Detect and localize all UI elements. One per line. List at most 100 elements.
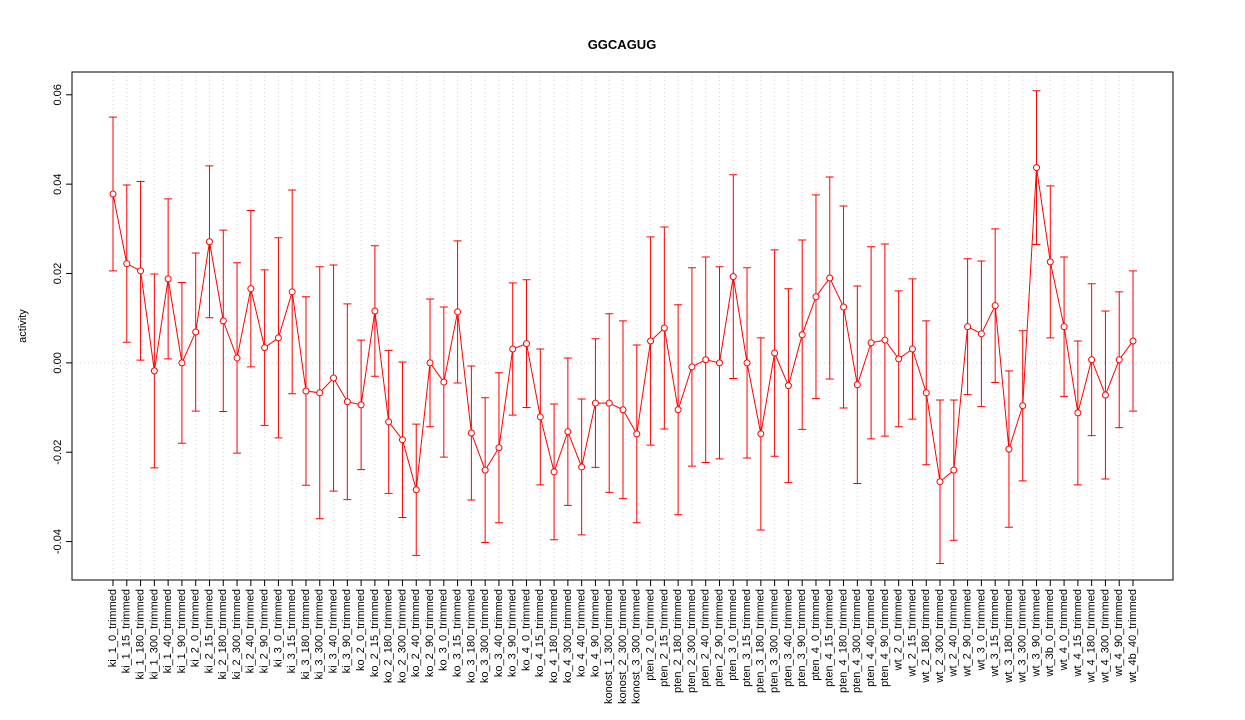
x-tick-label: konost_3_300_trimmed [631,589,643,704]
x-tick-label: wt_3_15_trimmed [989,589,1001,677]
data-point [164,275,172,283]
plot-frame [71,71,1174,581]
x-tick-label: ko_2_180_trimmed [383,589,395,683]
data-point [964,323,972,331]
x-tick-label: wt_4b_40_trimmed [1127,589,1139,684]
x-tick-label: ki_1_15_trimmed [121,589,133,673]
data-point [454,308,462,316]
chart-title: GGCAGUG [588,37,657,52]
data-point [150,367,158,375]
x-tick-label: pten_4_90_trimmed [879,589,891,687]
x-tick-label: wt_3_180_trimmed [1003,589,1015,684]
x-tick-label: wt_3_90_trimmed [1030,589,1042,677]
y-axis-label: activity [17,309,29,343]
x-tick-label: ko_4_0_trimmed [520,589,532,671]
data-point [991,302,999,310]
x-tick-label: wt_2_300_trimmed [934,589,946,684]
data-point [1074,409,1082,417]
data-point [771,349,779,357]
data-point [426,359,434,367]
data-point [1101,391,1109,399]
x-tick-label: wt_4_180_trimmed [1086,589,1098,684]
data-point [357,401,365,409]
x-tick-label: ko_3_0_trimmed [438,589,450,671]
data-point [950,466,958,474]
x-tick-label: ko_3_300_trimmed [479,589,491,683]
data-point [715,359,723,367]
data-point [274,334,282,342]
x-tick-label: ko_2_300_trimmed [396,589,408,683]
data-point [660,324,668,332]
x-tick-label: ki_1_40_trimmed [162,589,174,673]
x-tick-label: wt_4_0_trimmed [1058,589,1070,671]
x-tick-label: pten_3_300_trimmed [769,589,781,693]
data-point [619,406,627,414]
data-point [702,356,710,364]
data-point [440,378,448,386]
data-point [137,267,145,275]
x-tick-label: ki_2_0_trimmed [190,589,202,667]
data-point [1046,258,1054,266]
y-tick-label: 0.02 [52,263,64,284]
x-tick-label: ki_1_300_trimmed [148,589,160,680]
x-tick-label: wt_4_90_trimmed [1113,589,1125,677]
x-tick-label: ki_1_90_trimmed [176,589,188,673]
x-tick-label: ki_2_40_trimmed [245,589,257,673]
x-tick-label: ko_3_40_trimmed [493,589,505,677]
x-tick-label: konost_2_300_trimmed [617,589,629,704]
data-point [233,354,241,362]
data-point [1033,164,1041,172]
data-point [371,307,379,315]
x-tick-label: wt_3_0_trimmed [975,589,987,671]
x-tick-label: ki_3_40_trimmed [327,589,339,673]
x-tick-label: ko_3_180_trimmed [465,589,477,683]
data-point [467,429,475,437]
y-tick-label: -0.04 [52,529,64,554]
x-tick-label: pten_2_300_trimmed [686,589,698,693]
x-tick-label: ko_2_0_trimmed [355,589,367,671]
data-point [302,387,310,395]
x-tick-label: pten_2_15_trimmed [658,589,670,687]
y-tick-label: -0.02 [52,440,64,465]
data-point [481,466,489,474]
data-point [977,330,985,338]
x-tick-label: ki_3_300_trimmed [314,589,326,680]
data-point [826,274,834,282]
data-point [798,331,806,339]
x-tick-label: wt_2_0_trimmed [893,589,905,671]
data-point [564,428,572,436]
x-tick-label: ko_3_15_trimmed [452,589,464,677]
x-tick-label: pten_4_300_trimmed [851,589,863,693]
data-point [647,337,655,345]
x-tick-label: ko_2_90_trimmed [424,589,436,677]
x-tick-label: wt_2_90_trimmed [962,589,974,677]
data-point [840,303,848,311]
x-tick-label: ki_3_15_trimmed [286,589,298,673]
data-point [1005,445,1013,453]
x-tick-label: ko_2_15_trimmed [369,589,381,677]
data-point [1060,323,1068,331]
x-tick-label: ko_4_40_trimmed [576,589,588,677]
data-point [674,406,682,414]
data-point [343,398,351,406]
x-tick-label: konost_1_300_trimmed [603,589,615,704]
data-point [1115,356,1123,364]
x-tick-label: pten_2_0_trimmed [644,589,656,681]
data-point [523,340,531,348]
data-point [261,344,269,352]
x-tick-label: pten_2_180_trimmed [672,589,684,693]
x-tick-label: wt_2_15_trimmed [906,589,918,677]
x-tick-label: wt_4_300_trimmed [1099,589,1111,684]
x-tick-label: wt_4_15_trimmed [1072,589,1084,677]
y-tick-label: 0.06 [52,84,64,105]
x-tick-label: pten_3_180_trimmed [755,589,767,693]
x-tick-label: ko_4_180_trimmed [548,589,560,683]
x-tick-label: pten_3_0_trimmed [727,589,739,681]
x-tick-label: ko_4_300_trimmed [562,589,574,683]
data-point [784,382,792,390]
x-tick-label: wt_2_40_trimmed [948,589,960,677]
data-point [316,389,324,397]
x-tick-label: ki_1_0_trimmed [107,589,119,667]
data-point [109,190,117,198]
